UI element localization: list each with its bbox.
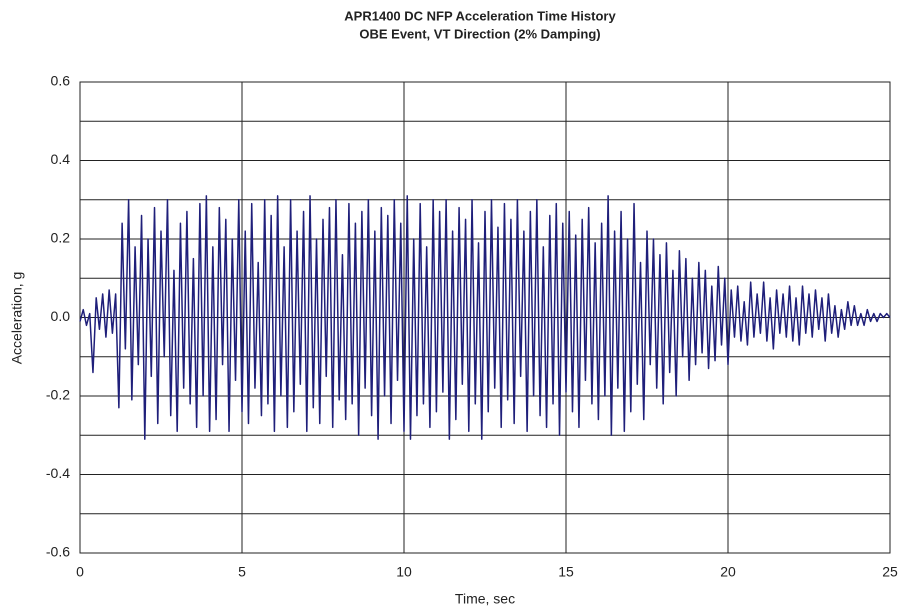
- y-tick-label: -0.2: [46, 387, 70, 403]
- x-axis-label: Time, sec: [455, 591, 515, 607]
- y-tick-label: 0.4: [51, 151, 71, 167]
- y-tick-label: 0.2: [51, 230, 71, 246]
- x-tick-label: 25: [882, 564, 898, 580]
- y-tick-label: -0.4: [46, 465, 70, 481]
- data-line: [79, 195, 891, 440]
- chart-title: APR1400 DC NFP Acceleration Time History: [344, 8, 616, 23]
- y-tick-label: -0.6: [46, 544, 70, 560]
- x-tick-label: 20: [720, 564, 736, 580]
- x-tick-label: 0: [76, 564, 84, 580]
- y-axis-label: Acceleration, g: [9, 272, 25, 365]
- x-tick-label: 5: [238, 564, 246, 580]
- x-tick-label: 10: [396, 564, 412, 580]
- x-tick-label: 15: [558, 564, 574, 580]
- y-tick-label: 0.6: [51, 73, 71, 89]
- chart-subtitle: OBE Event, VT Direction (2% Damping): [359, 26, 600, 41]
- y-tick-label: 0.0: [51, 308, 71, 324]
